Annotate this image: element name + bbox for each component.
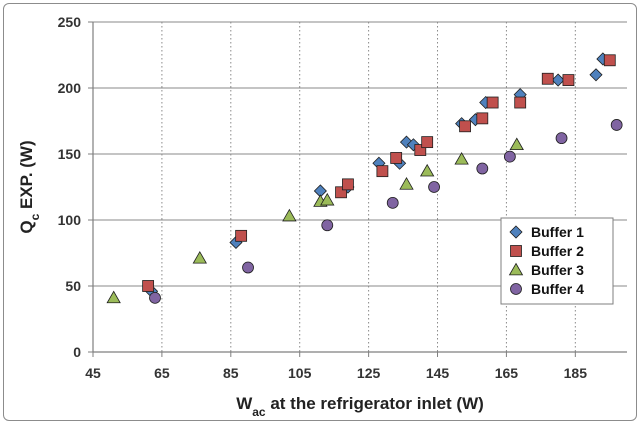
axis-title-subscript: c: [28, 213, 42, 220]
legend-label: Buffer 3: [531, 262, 584, 278]
data-point: [551, 73, 565, 87]
data-point: [242, 261, 254, 274]
data-point: [589, 68, 603, 82]
legend-label: Buffer 2: [531, 243, 584, 259]
data-point: [421, 136, 434, 149]
data-point: [282, 208, 297, 222]
y-tick-label: 50: [65, 278, 81, 294]
data-point: [476, 112, 489, 125]
data-point: [320, 192, 335, 206]
data-point: [503, 150, 516, 163]
x-tick-label: 45: [85, 365, 101, 381]
data-point: [414, 144, 427, 156]
data-point: [149, 291, 161, 304]
y-axis-ticks: 0 50 100 150 200 250: [58, 14, 93, 360]
y-tick-label: 200: [58, 80, 82, 96]
axis-title-subscript: ac: [252, 405, 266, 419]
x-tick-label: 165: [495, 365, 519, 381]
scatter-chart: 45 65 85 105 125 145 165 185 0 50 100 150 200 250 Wa…: [17, 14, 627, 419]
data-point: [335, 186, 347, 199]
data-point: [321, 219, 334, 232]
data-point: [106, 290, 121, 304]
x-axis-title: Wac at the refrigerator inlet (W): [236, 394, 484, 419]
x-tick-label: 145: [426, 365, 450, 381]
data-point: [476, 162, 489, 175]
data-point: [541, 72, 554, 85]
x-tick-label: 185: [564, 365, 588, 381]
data-point: [376, 165, 389, 178]
series-square: [142, 54, 616, 292]
data-point: [428, 181, 440, 193]
legend-marker: [508, 262, 524, 276]
x-axis-ticks: 45 65 85 105 125 145 165 185: [85, 352, 587, 381]
legend: Buffer 1 Buffer 2 Buffer 3 Buffer 4: [500, 217, 614, 305]
x-tick-label: 65: [154, 365, 170, 381]
x-tick-label: 85: [223, 365, 239, 381]
legend-marker: [509, 225, 523, 239]
plot-area: [92, 22, 627, 353]
y-axis-title: Qc EXP. (W): [17, 140, 42, 233]
data-point: [562, 74, 575, 86]
legend-marker: [510, 283, 522, 295]
legend-item: Buffer 2: [510, 243, 584, 259]
data-point: [610, 119, 623, 131]
data-point: [486, 96, 499, 109]
legend-item: Buffer 3: [508, 262, 584, 278]
axis-title-rest: EXP. (W): [17, 140, 36, 213]
y-tick-label: 100: [58, 212, 82, 228]
data-point: [459, 120, 471, 133]
y-tick-label: 0: [73, 344, 81, 360]
legend-label: Buffer 4: [531, 281, 584, 297]
data-point: [342, 178, 354, 191]
series-triangle: [106, 137, 524, 304]
legend-item: Buffer 1: [509, 224, 584, 240]
data-point: [603, 54, 616, 67]
data-point: [509, 137, 524, 151]
chart-frame: 45 65 85 105 125 145 165 185 0 50 100 150 200 250 Wa…: [3, 3, 637, 421]
data-point: [514, 96, 527, 109]
data-points: [106, 52, 623, 304]
data-point: [419, 163, 435, 177]
data-point: [399, 177, 414, 190]
axis-title-main: Q: [17, 220, 36, 233]
axis-title-rest: at the refrigerator inlet (W): [266, 394, 484, 413]
x-tick-label: 125: [357, 365, 381, 381]
data-point: [235, 229, 248, 242]
legend-item: Buffer 4: [510, 281, 584, 297]
x-tick-label: 105: [288, 365, 312, 381]
legend-marker: [510, 245, 522, 257]
axis-title-main: W: [236, 394, 253, 413]
legend-label: Buffer 1: [531, 224, 584, 240]
data-point: [192, 250, 207, 264]
data-point: [390, 152, 403, 164]
data-point: [386, 196, 399, 209]
series-circle: [149, 119, 623, 304]
data-point: [454, 151, 469, 165]
y-tick-label: 150: [58, 146, 82, 162]
y-tick-label: 250: [58, 14, 82, 30]
data-point: [142, 280, 155, 292]
data-point: [555, 132, 568, 145]
